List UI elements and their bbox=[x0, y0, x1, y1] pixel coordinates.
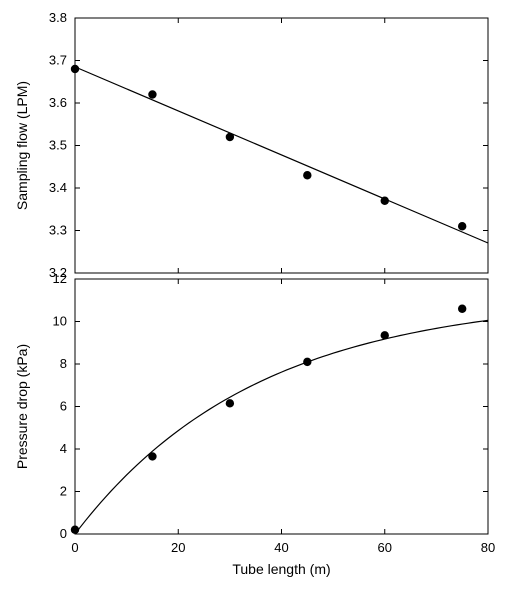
data-point bbox=[71, 65, 79, 73]
ytick-label: 3.6 bbox=[49, 95, 67, 110]
data-point bbox=[381, 331, 389, 339]
data-point bbox=[458, 222, 466, 230]
ytick-label: 3.5 bbox=[49, 138, 67, 153]
xtick-label: 80 bbox=[481, 540, 495, 555]
ytick-label: 4 bbox=[60, 441, 67, 456]
data-point bbox=[458, 305, 466, 313]
data-point bbox=[381, 197, 389, 205]
xtick-label: 0 bbox=[71, 540, 78, 555]
data-point bbox=[71, 526, 79, 534]
xtick-label: 60 bbox=[378, 540, 392, 555]
fit-line-top bbox=[75, 67, 488, 243]
fit-line-bottom bbox=[75, 320, 488, 534]
chart-figure: 3.23.33.43.53.63.73.8Sampling flow (LPM)… bbox=[0, 0, 508, 589]
ytick-label: 2 bbox=[60, 484, 67, 499]
ytick-label: 3.8 bbox=[49, 10, 67, 25]
yaxis-title-bottom: Pressure drop (kPa) bbox=[14, 344, 30, 469]
chart-svg: 3.23.33.43.53.63.73.8Sampling flow (LPM)… bbox=[0, 0, 508, 589]
data-point bbox=[148, 452, 156, 460]
yaxis-title-top: Sampling flow (LPM) bbox=[14, 81, 30, 210]
xtick-label: 40 bbox=[274, 540, 288, 555]
data-point bbox=[303, 171, 311, 179]
xtick-label: 20 bbox=[171, 540, 185, 555]
panel-frame-bottom bbox=[75, 279, 488, 534]
ytick-label: 0 bbox=[60, 526, 67, 541]
ytick-label: 8 bbox=[60, 356, 67, 371]
ytick-label: 12 bbox=[53, 271, 67, 286]
ytick-label: 10 bbox=[53, 314, 67, 329]
ytick-label: 3.4 bbox=[49, 180, 67, 195]
data-point bbox=[226, 399, 234, 407]
xaxis-title: Tube length (m) bbox=[232, 561, 330, 577]
panel-frame-top bbox=[75, 18, 488, 273]
data-point bbox=[303, 358, 311, 366]
ytick-label: 3.3 bbox=[49, 223, 67, 238]
data-point bbox=[148, 90, 156, 98]
data-point bbox=[226, 133, 234, 141]
ytick-label: 6 bbox=[60, 399, 67, 414]
ytick-label: 3.7 bbox=[49, 53, 67, 68]
